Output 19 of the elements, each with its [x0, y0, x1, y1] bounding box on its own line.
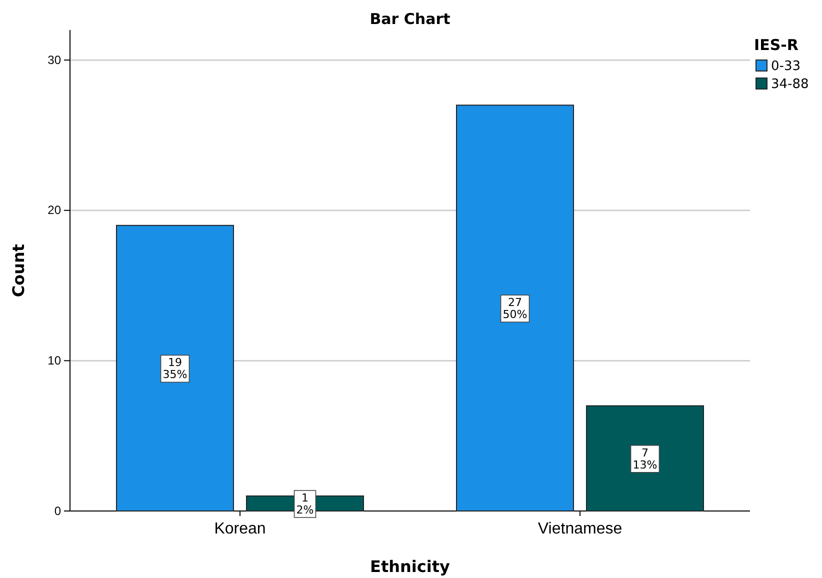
data-label: 19 35%: [162, 356, 188, 382]
chart-title: Bar Chart: [370, 10, 450, 28]
y-axis-title: Count: [9, 244, 28, 298]
x-tick-label: Vietnamese: [538, 520, 622, 538]
bar: [586, 405, 704, 512]
y-tick-label: 30: [48, 52, 62, 67]
data-label: 27 50%: [502, 296, 528, 322]
legend-title: IES-R: [754, 36, 799, 54]
bar: [456, 104, 574, 512]
y-tick-label: 20: [48, 203, 62, 218]
bar: [116, 224, 234, 512]
y-tick-label: 10: [48, 354, 62, 368]
data-label: 1 2%: [296, 491, 314, 516]
legend-label: 0-33: [771, 59, 801, 74]
x-axis-title: Ethnicity: [370, 557, 451, 576]
legend-label: 34-88: [771, 77, 809, 92]
data-label: 7 13%: [632, 446, 658, 472]
y-tick-label: 0: [54, 504, 62, 518]
x-tick-label: Korean: [214, 520, 266, 538]
